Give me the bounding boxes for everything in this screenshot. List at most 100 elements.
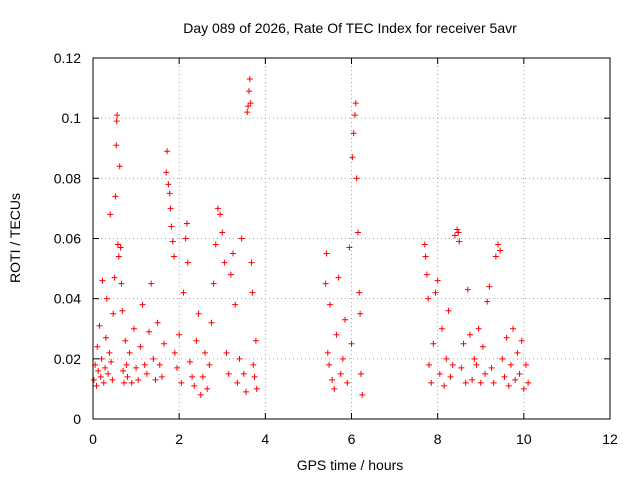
data-point xyxy=(225,370,232,377)
data-point xyxy=(494,241,501,248)
data-point xyxy=(497,247,504,254)
data-point xyxy=(445,307,452,314)
y-tick-label: 0.06 xyxy=(54,231,81,247)
data-point xyxy=(238,235,245,242)
data-point xyxy=(199,373,206,380)
data-point xyxy=(178,379,185,386)
data-point xyxy=(204,385,211,392)
data-point xyxy=(505,382,512,389)
data-point xyxy=(525,379,532,386)
data-point xyxy=(236,355,243,362)
data-point xyxy=(168,223,175,230)
data-point xyxy=(488,364,495,371)
data-point xyxy=(323,250,330,257)
x-axis-title: GPS time / hours xyxy=(297,457,404,473)
data-point xyxy=(120,367,127,374)
data-point xyxy=(253,385,260,392)
data-point xyxy=(169,238,176,245)
data-point xyxy=(354,229,361,236)
data-point xyxy=(96,322,103,329)
data-point xyxy=(191,382,198,389)
axis-ticks xyxy=(92,57,611,420)
data-point xyxy=(110,310,117,317)
data-point xyxy=(422,253,429,260)
data-point xyxy=(212,241,219,248)
data-point xyxy=(421,241,428,248)
data-point xyxy=(244,109,251,116)
data-point xyxy=(492,253,499,260)
data-point xyxy=(245,88,252,95)
data-point xyxy=(353,175,360,182)
data-point xyxy=(186,358,193,365)
data-point xyxy=(117,244,124,251)
data-point xyxy=(135,376,142,383)
data-point xyxy=(206,361,213,368)
data-point xyxy=(234,379,241,386)
data-point xyxy=(245,103,252,110)
data-point xyxy=(326,361,333,368)
data-point xyxy=(202,349,209,356)
data-point xyxy=(326,301,333,308)
data-point xyxy=(434,277,441,284)
data-point xyxy=(240,370,247,377)
data-point xyxy=(486,283,493,290)
data-point xyxy=(227,271,234,278)
x-tick-labels: 0 2 4 6 8 10 12 xyxy=(89,431,618,447)
data-point xyxy=(150,355,157,362)
data-point xyxy=(447,373,454,380)
data-point xyxy=(490,379,497,386)
data-point xyxy=(107,211,114,218)
data-point xyxy=(183,220,190,227)
data-point xyxy=(170,253,177,260)
data-point xyxy=(430,340,437,347)
data-point xyxy=(518,337,525,344)
data-point xyxy=(152,376,159,383)
data-point xyxy=(432,289,439,296)
data-point xyxy=(223,349,230,356)
data-point xyxy=(98,355,105,362)
data-point xyxy=(248,259,255,266)
data-point xyxy=(510,325,517,332)
data-point xyxy=(462,379,469,386)
data-point xyxy=(99,277,106,284)
data-point xyxy=(473,361,480,368)
data-point xyxy=(337,370,344,377)
data-point xyxy=(499,355,506,362)
data-point xyxy=(221,259,228,266)
data-point xyxy=(247,100,254,107)
data-point xyxy=(357,370,364,377)
data-point xyxy=(324,349,331,356)
data-point xyxy=(116,163,123,170)
data-point xyxy=(139,301,146,308)
data-point xyxy=(154,319,161,326)
data-point xyxy=(441,382,448,389)
data-point xyxy=(158,373,165,380)
y-tick-labels: 0 0.02 0.04 0.06 0.08 0.1 0.12 xyxy=(54,50,81,427)
data-point xyxy=(106,349,113,356)
data-point xyxy=(454,226,461,233)
data-point xyxy=(123,361,130,368)
data-point xyxy=(357,310,364,317)
data-point xyxy=(484,298,491,305)
data-point xyxy=(122,337,129,344)
data-point xyxy=(137,343,144,350)
data-point xyxy=(356,289,363,296)
data-point xyxy=(456,238,463,245)
data-point xyxy=(214,205,221,212)
data-point xyxy=(455,229,462,236)
data-point xyxy=(464,286,471,293)
data-point xyxy=(114,241,121,248)
data-point xyxy=(174,364,181,371)
data-point xyxy=(166,190,173,197)
data-point xyxy=(114,112,121,119)
data-point xyxy=(124,373,131,380)
data-point xyxy=(359,391,366,398)
data-point xyxy=(428,379,435,386)
data-point xyxy=(512,376,519,383)
data-point xyxy=(102,334,109,341)
x-tick-label: 4 xyxy=(261,431,269,447)
data-point xyxy=(119,307,126,314)
data-point xyxy=(143,370,150,377)
data-point xyxy=(329,376,336,383)
